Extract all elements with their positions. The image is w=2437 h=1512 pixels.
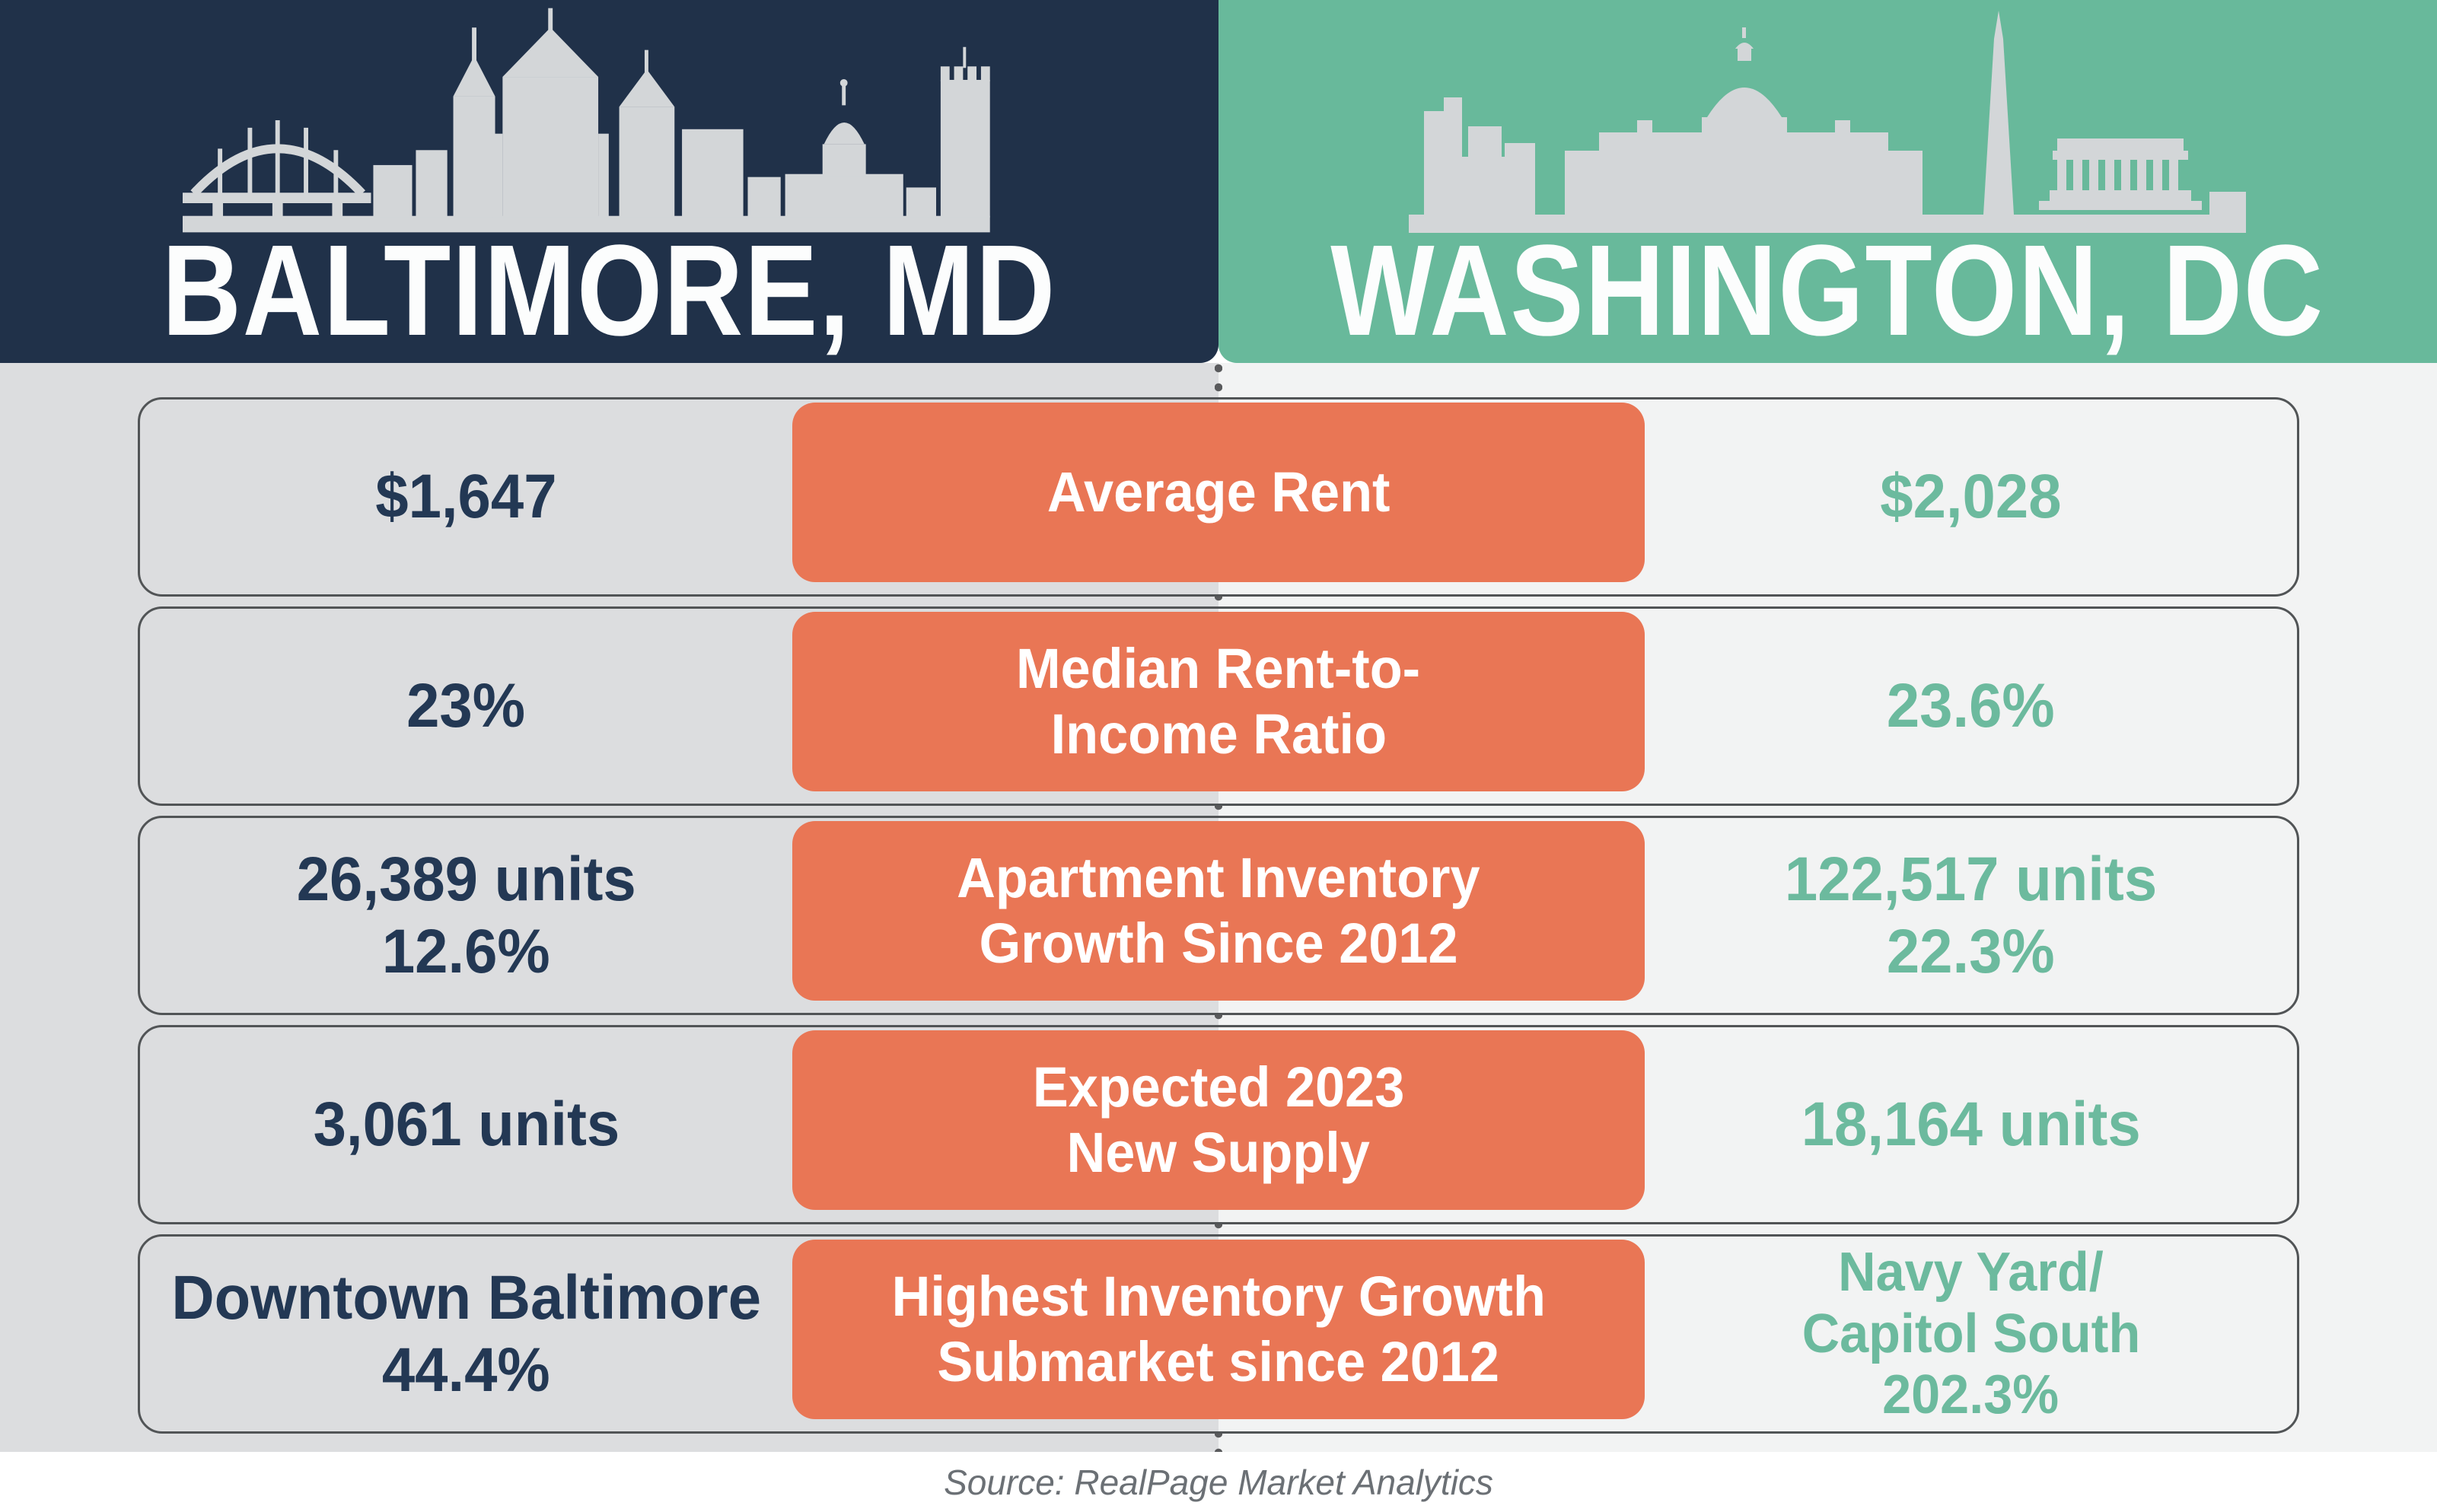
metric-label-average-rent: Average Rent [792,403,1645,582]
metric-label-new-supply: Expected 2023 New Supply [792,1030,1645,1210]
stat-cards: $1,647 Average Rent $2,028 23% Median Re… [0,363,2437,1452]
washington-title-text: WASHINGTON, DC [1330,218,2325,363]
washington-value-highest-growth-submarket: Navy Yard/ Capitol South 202.3% [1801,1242,2140,1426]
header-baltimore: BALTIMORE, MD [0,0,1218,363]
metric-label-rent-to-income: Median Rent-to- Income Ratio [792,612,1645,791]
washington-title: WASHINGTON, DC [1218,226,2437,355]
header: BALTIMORE, MD [0,0,2437,363]
baltimore-value-rent-to-income: 23% [406,671,526,741]
washington-value-inventory-growth: 122,517 units 22.3% [1784,844,2158,986]
baltimore-value-highest-growth-submarket: Downtown Baltimore 44.4% [171,1262,761,1405]
baltimore-skyline-icon [183,8,990,233]
washington-skyline-icon [1409,11,2246,233]
baltimore-value-average-rent: $1,647 [375,462,557,532]
row-rent-to-income: 23% Median Rent-to- Income Ratio 23.6% [138,606,2299,806]
metric-label-inventory-growth: Apartment Inventory Growth Since 2012 [792,821,1645,1001]
baltimore-value-inventory-growth: 26,389 units 12.6% [296,844,636,986]
baltimore-title-text: BALTIMORE, MD [161,218,1057,363]
footer: Source: RealPage Market Analytics [0,1452,2437,1512]
baltimore-title: BALTIMORE, MD [0,226,1218,355]
row-average-rent: $1,647 Average Rent $2,028 [138,397,2299,597]
comparison-rows: $1,647 Average Rent $2,028 23% Median Re… [0,363,2437,1452]
row-new-supply: 3,061 units Expected 2023 New Supply 18,… [138,1025,2299,1224]
baltimore-value-new-supply: 3,061 units [313,1090,620,1160]
row-highest-growth-submarket: Downtown Baltimore 44.4% Highest Invento… [138,1234,2299,1434]
metric-label-highest-growth-submarket: Highest Inventory Growth Submarket since… [792,1240,1645,1419]
washington-value-rent-to-income: 23.6% [1887,671,2055,741]
source-attribution: Source: RealPage Market Analytics [944,1462,1493,1502]
row-inventory-growth: 26,389 units 12.6% Apartment Inventory G… [138,816,2299,1015]
washington-value-new-supply: 18,164 units [1801,1090,2141,1160]
header-washington: WASHINGTON, DC [1218,0,2437,363]
washington-value-average-rent: $2,028 [1880,462,2062,532]
